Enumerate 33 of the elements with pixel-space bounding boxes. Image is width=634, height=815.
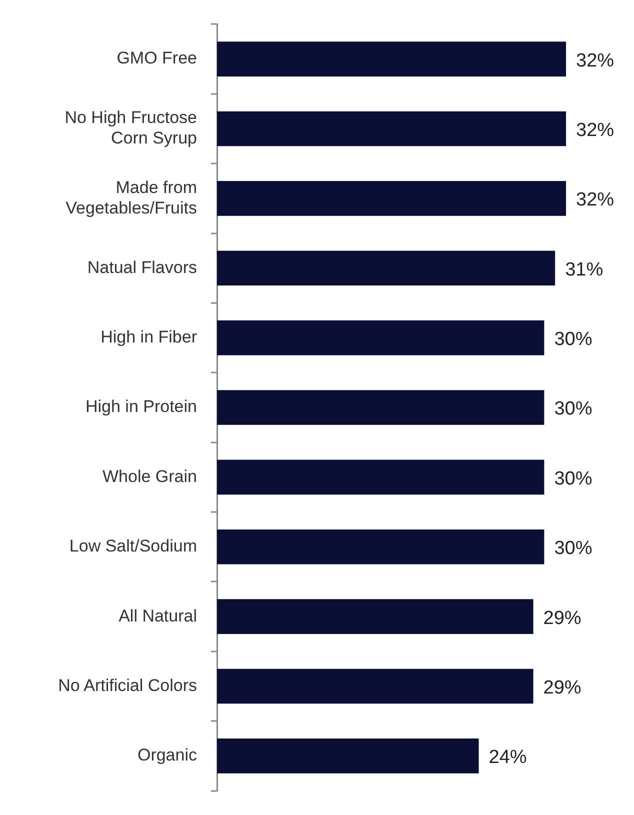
bar	[217, 250, 556, 286]
y-tick-label: Organic	[137, 746, 198, 765]
y-tick-label: No High Fructose Corn Syrup	[64, 108, 197, 148]
bar	[217, 42, 566, 76]
y-tick-label: High in Protein	[85, 397, 197, 416]
y-tick-label: Whole Grain	[102, 466, 197, 486]
bar	[217, 181, 566, 216]
data-label: 29%	[543, 608, 582, 629]
y-tick-label: All Natural	[118, 606, 197, 626]
data-label: 30%	[554, 398, 592, 420]
y-tick-label: High in Fiber	[100, 327, 198, 346]
data-label: 31%	[565, 259, 604, 280]
data-label: 30%	[554, 468, 592, 490]
y-tick-label: No Artificial Colors	[58, 676, 197, 695]
data-label: 32%	[576, 190, 614, 211]
y-tick-label: Made from Vegetables/Fruits	[66, 178, 197, 218]
y-tick-label: GMO Free	[116, 48, 197, 68]
data-label: 30%	[554, 538, 592, 560]
bar	[217, 390, 544, 425]
data-label: 30%	[554, 329, 592, 350]
bar	[217, 460, 544, 495]
data-label: 29%	[543, 678, 582, 698]
data-label: 32%	[576, 120, 614, 141]
y-tick-label: Low Salt/Sodium	[69, 536, 197, 556]
bar	[217, 529, 544, 564]
data-label: 32%	[576, 50, 614, 72]
bar	[217, 599, 534, 634]
bar	[217, 668, 534, 704]
y-tick-label: Natual Flavors	[87, 258, 197, 277]
bar	[217, 320, 544, 356]
data-label: 24%	[488, 747, 527, 768]
bar	[217, 738, 479, 774]
bar	[217, 111, 566, 146]
